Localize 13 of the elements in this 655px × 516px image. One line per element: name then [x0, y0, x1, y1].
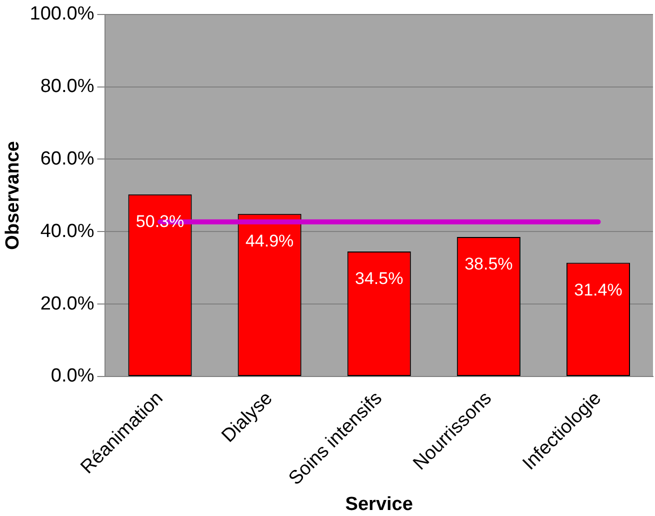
- y-tick-label: 60.0%: [40, 148, 94, 170]
- y-axis-title: Observance: [2, 141, 24, 250]
- y-tick-label: 100.0%: [30, 4, 94, 25]
- y-tick-label: 80.0%: [40, 76, 94, 98]
- data-label: 31.4%: [574, 280, 622, 300]
- y-tick-label: 0.0%: [50, 366, 94, 387]
- data-label: 44.9%: [245, 232, 294, 251]
- y-tick-label: 40.0%: [40, 220, 94, 242]
- y-tick-label: 20.0%: [40, 293, 94, 314]
- data-label: 50.3%: [136, 212, 184, 232]
- data-label: 34.5%: [355, 269, 404, 288]
- x-axis-title: Service: [345, 494, 413, 515]
- data-label: 38.5%: [464, 254, 513, 274]
